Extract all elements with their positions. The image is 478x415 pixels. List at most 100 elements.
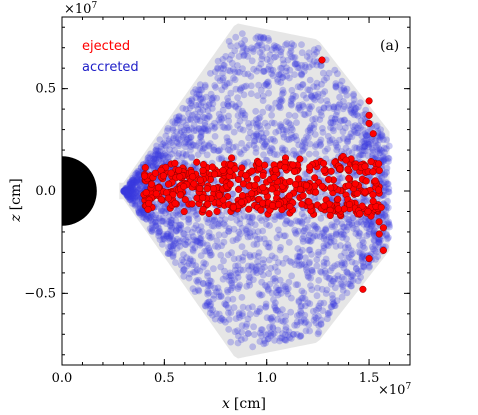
accreted-point	[215, 116, 223, 124]
accreted-point	[166, 247, 174, 255]
accreted-point	[378, 173, 386, 181]
accreted-point	[198, 129, 206, 136]
accreted-point	[225, 316, 233, 323]
accreted-point	[143, 216, 151, 223]
accreted-point	[136, 176, 144, 183]
accreted-point	[195, 86, 203, 94]
accreted-point	[191, 288, 199, 295]
accreted-point	[317, 320, 325, 328]
accreted-point	[189, 233, 197, 241]
accreted-point	[192, 127, 200, 134]
accreted-point	[284, 285, 292, 292]
accreted-point	[253, 42, 261, 50]
ejected-point	[193, 158, 201, 166]
accreted-point	[210, 94, 217, 102]
accreted-point	[317, 299, 324, 307]
accreted-point	[321, 147, 329, 155]
accreted-point	[134, 184, 141, 192]
accreted-point	[278, 45, 285, 53]
accreted-point	[250, 276, 257, 284]
accreted-point	[282, 126, 290, 133]
accreted-point	[253, 67, 261, 75]
accreted-point	[132, 189, 140, 196]
accreted-point	[197, 239, 205, 247]
accreted-point	[307, 237, 315, 245]
ejected-point	[345, 181, 353, 190]
accreted-point	[252, 145, 260, 152]
accreted-point	[181, 240, 189, 248]
accreted-point	[148, 224, 156, 232]
accreted-point	[322, 290, 330, 297]
accreted-point	[180, 266, 188, 274]
accreted-point	[258, 217, 266, 224]
ejected-point	[312, 188, 320, 196]
accreted-point	[230, 255, 238, 263]
accreted-point	[299, 294, 307, 302]
accreted-point	[158, 206, 165, 213]
accreted-point	[154, 229, 162, 237]
accreted-point	[357, 124, 364, 131]
accreted-point	[339, 287, 347, 294]
ejected-point	[365, 119, 373, 127]
accreted-point	[299, 246, 306, 254]
accreted-point	[158, 218, 166, 225]
accreted-point	[237, 336, 245, 344]
accreted-point	[328, 291, 336, 299]
accreted-point	[252, 266, 260, 273]
ejected-point	[148, 180, 156, 188]
accreted-point	[320, 262, 328, 269]
accreted-point	[244, 158, 252, 166]
accreted-point	[225, 102, 232, 110]
accreted-point	[170, 242, 177, 250]
accreted-point	[261, 141, 268, 149]
accreted-point	[135, 171, 143, 179]
accreted-point	[263, 56, 271, 63]
ejected-point	[375, 160, 383, 168]
accreted-point	[300, 91, 307, 99]
accreted-point	[161, 151, 168, 159]
accreted-point	[380, 136, 387, 144]
accreted-point	[328, 234, 335, 242]
accreted-point	[349, 225, 357, 232]
accreted-point	[199, 263, 207, 271]
accreted-point	[335, 136, 343, 144]
accreted-point	[336, 123, 343, 131]
accreted-point	[299, 81, 306, 89]
accreted-point	[363, 221, 371, 229]
accreted-point	[128, 178, 135, 186]
accreted-point	[320, 229, 327, 236]
accreted-point	[289, 126, 296, 134]
accreted-point	[278, 123, 286, 131]
accreted-point	[382, 145, 390, 153]
accreted-point	[337, 252, 345, 260]
accreted-point	[331, 284, 339, 292]
accreted-point	[361, 244, 368, 252]
accreted-point	[259, 46, 266, 54]
ejected-point	[141, 172, 149, 180]
accreted-point	[343, 226, 350, 234]
accreted-point	[279, 146, 286, 154]
accreted-point	[215, 231, 223, 239]
accreted-point	[319, 69, 327, 77]
accreted-point	[136, 182, 144, 190]
accreted-point	[365, 230, 373, 238]
accreted-point	[257, 326, 265, 334]
accreted-point	[239, 310, 246, 317]
accreted-point	[254, 33, 262, 41]
accreted-point	[311, 222, 319, 230]
accreted-point	[376, 146, 384, 154]
accreted-point	[211, 82, 219, 89]
accreted-point	[150, 159, 157, 166]
accreted-point	[294, 83, 302, 91]
accreted-point	[293, 60, 301, 68]
ejected-point	[359, 285, 367, 293]
accreted-point	[293, 318, 301, 326]
ejected-point	[199, 194, 207, 202]
ejected-point	[369, 191, 377, 199]
ejected-point	[356, 210, 364, 218]
accreted-point	[341, 244, 349, 251]
accreted-point	[191, 110, 199, 118]
accreted-point	[350, 111, 358, 119]
accreted-point	[376, 235, 383, 243]
ejected-point	[268, 185, 276, 193]
